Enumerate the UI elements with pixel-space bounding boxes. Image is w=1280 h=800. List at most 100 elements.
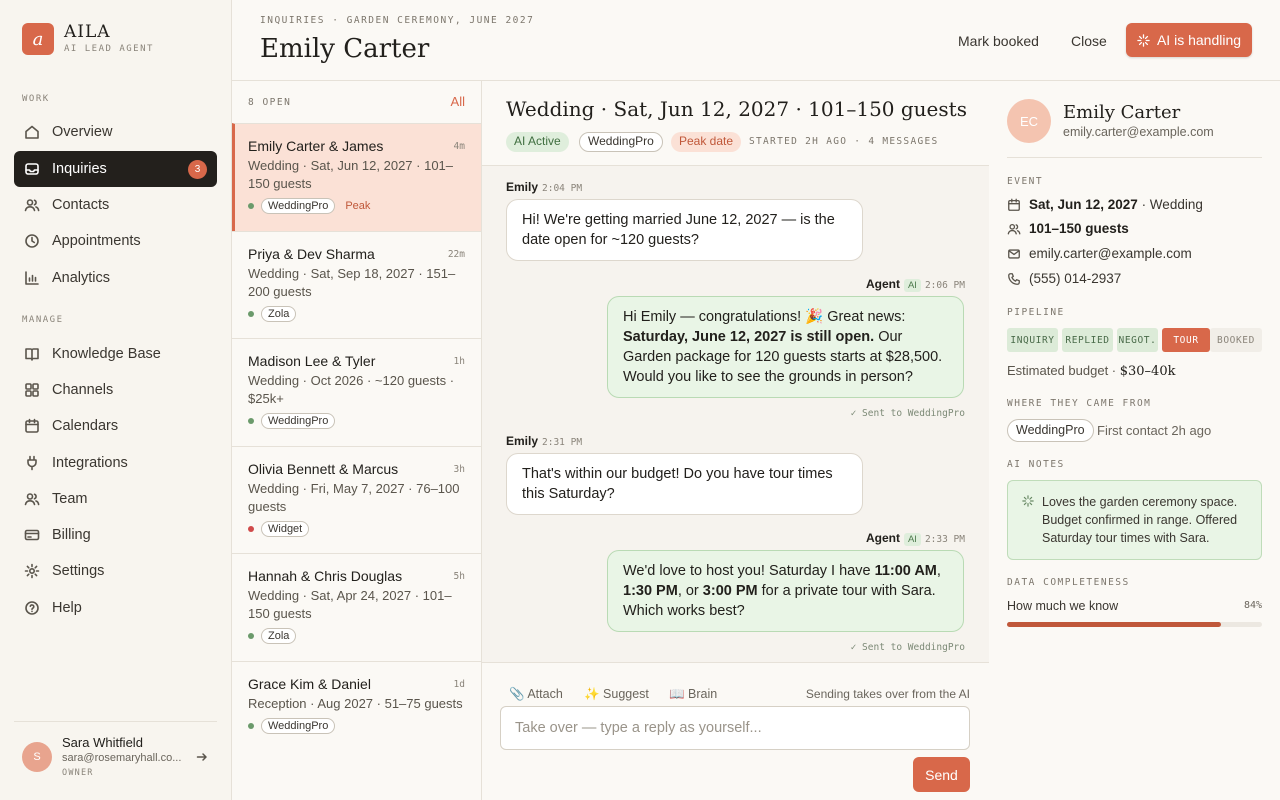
lead-details-panel: EC Emily Carter emily.carter@example.com… [989,81,1280,800]
sidebar-item-calendars[interactable]: Calendars [14,408,217,444]
attach-button[interactable]: 📎 Attach [509,687,563,701]
sidebar-divider [14,721,217,722]
inquiry-tags: Zola [248,628,465,644]
inquiry-time: 1d [453,679,465,690]
phone-row[interactable]: (555) 014-2937 [1007,271,1121,286]
pipeline-stage-booked[interactable]: BOOKED [1210,328,1262,352]
close-button[interactable]: Close [1071,33,1107,49]
ai-handling-button[interactable]: AI is handling [1126,23,1252,57]
inquiry-card[interactable]: Olivia Bennett & Marcus 3h Wedding · Fri, … [232,446,481,553]
sidebar-item-settings[interactable]: Settings [14,553,217,589]
brain-button[interactable]: 📖 Brain [669,687,718,701]
event-date-row: Sat, Jun 12, 2027 · Wedding [1007,197,1203,212]
calendar-icon [1008,198,1020,211]
credit-card-icon [24,529,40,541]
sidebar-item-label: Channels [52,382,114,398]
sidebar-item-integrations[interactable]: Integrations [14,445,217,481]
lead-name: Emily Carter [1063,102,1181,123]
ai-notes-card: Loves the garden ceremony space. Budget … [1007,480,1262,560]
sidebar-item-analytics[interactable]: Analytics [14,260,217,296]
status-dot [248,633,254,639]
sender-name: Emily [506,434,539,448]
inquiry-time: 4m [453,141,465,152]
sidebar-item-label: Help [52,600,82,616]
inquiry-card[interactable]: Hannah & Chris Douglas 5h Wedding · Sat, A… [232,553,481,661]
users-icon [1007,223,1021,234]
work-section-label: WORK [22,94,50,104]
sidebar-item-billing[interactable]: Billing [14,517,217,553]
message-text-bold: 11:00 AM [874,563,937,579]
source-chip: WeddingPro [261,718,336,734]
grid-icon [25,383,39,397]
sidebar-item-label: Inquiries [52,161,107,177]
inquiry-card[interactable]: Priya & Dev Sharma 22m Wedding · Sat, Sep … [232,231,481,338]
users-icon [24,199,40,212]
sidebar-item-label: Analytics [52,270,111,286]
sidebar-item-knowledge-base[interactable]: Knowledge Base [14,336,217,372]
sidebar-item-inquiries[interactable]: Inquiries 3 [14,151,217,187]
guest-count: 101–150 guests [1029,221,1129,236]
source-chip: WeddingPro [261,198,336,214]
ai-handling-label: AI is handling [1156,32,1242,48]
completeness-label: DATA COMPLETENESS [1007,577,1130,588]
sidebar-item-label: Integrations [52,455,128,471]
source-chip: Widget [261,521,310,537]
pipeline-stage-tour[interactable]: TOUR [1162,328,1210,352]
status-dot [248,203,254,209]
source-chip: Zola [261,306,297,322]
event-section-label: EVENT [1007,176,1044,187]
filter-all-link[interactable]: All [450,94,465,109]
source-chip: WeddingPro [1007,419,1094,442]
inquiry-tags: Widget [248,521,465,537]
message-text: Our Garden package for 120 guests starts… [623,329,943,385]
sidebar-item-label: Appointments [52,233,141,249]
sidebar-item-overview[interactable]: Overview [14,114,217,150]
divider [1007,157,1262,158]
inquiry-name: Emily Carter & James [248,138,384,154]
reply-input[interactable] [500,706,970,750]
sidebar-item-help[interactable]: Help [14,590,217,626]
plug-icon [27,455,37,471]
guest-count-row: 101–150 guests [1007,221,1129,236]
conversation-meta: STARTED 2H AGO · 4 MESSAGES [749,136,939,147]
peak-date-tag: Peak date [671,132,742,152]
inquiry-card[interactable]: Grace Kim & Daniel 1d Reception · Aug 2027… [232,661,481,751]
sidebar-item-label: Knowledge Base [52,346,161,362]
conversation-title: Wedding · Sat, Jun 12, 2027 · 101–150 gu… [506,97,967,121]
page-title: Emily Carter [260,34,430,64]
pipeline-stage-replied[interactable]: REPLIED [1062,328,1113,352]
sidebar-item-contacts[interactable]: Contacts [14,187,217,223]
conversation-panel: Wedding · Sat, Jun 12, 2027 · 101–150 gu… [482,81,989,800]
pipeline-stage-inquiry[interactable]: INQUIRY [1007,328,1058,352]
message-sender: Agent AI 2:06 PM [866,277,965,292]
message-sender: Emily 2:31 PM [506,434,582,448]
sidebar-item-team[interactable]: Team [14,481,217,517]
sidebar-item-channels[interactable]: Channels [14,372,217,408]
phone-icon [1008,272,1020,285]
compose-area: 📎 Attach ✨ Suggest 📖 Brain Sending takes… [482,662,989,800]
suggest-button[interactable]: ✨ Suggest [584,687,649,701]
help-icon [25,601,39,615]
breadcrumb: INQUIRIES · GARDEN CEREMONY, JUNE 2027 [260,15,535,26]
inquiry-card[interactable]: Emily Carter & James 4m Wedding · Sat, Jun… [232,123,481,231]
source-section-label: WHERE THEY CAME FROM [1007,398,1152,409]
inquiry-card[interactable]: Madison Lee & Tyler 1h Wedding · Oct 2026 … [232,338,481,446]
clock-icon [25,234,39,248]
avatar: EC [1007,99,1051,143]
brand-logo[interactable]: a [22,23,54,55]
message-time: 2:06 PM [924,280,965,291]
message-sender: Emily 2:04 PM [506,180,582,194]
message-bubble-incoming: That's within our budget! Do you have to… [506,453,863,515]
sidebar-item-appointments[interactable]: Appointments [14,223,217,259]
email-row[interactable]: emily.carter@example.com [1007,246,1192,261]
user-email: sara@rosemaryhall.co... [62,752,182,764]
logout-arrow-icon[interactable] [196,751,208,763]
avatar[interactable]: S [22,742,52,772]
message-bubble-incoming: Hi! We're getting married June 12, 2027 … [506,199,863,261]
home-icon [25,125,39,139]
pipeline-stage-negot[interactable]: NEGOT. [1117,328,1158,352]
send-button[interactable]: Send [913,757,970,792]
mark-booked-button[interactable]: Mark booked [958,33,1039,49]
message-text: Hi Emily — congratulations! 🎉 Great news… [623,309,906,325]
message-text: , or [677,583,703,599]
